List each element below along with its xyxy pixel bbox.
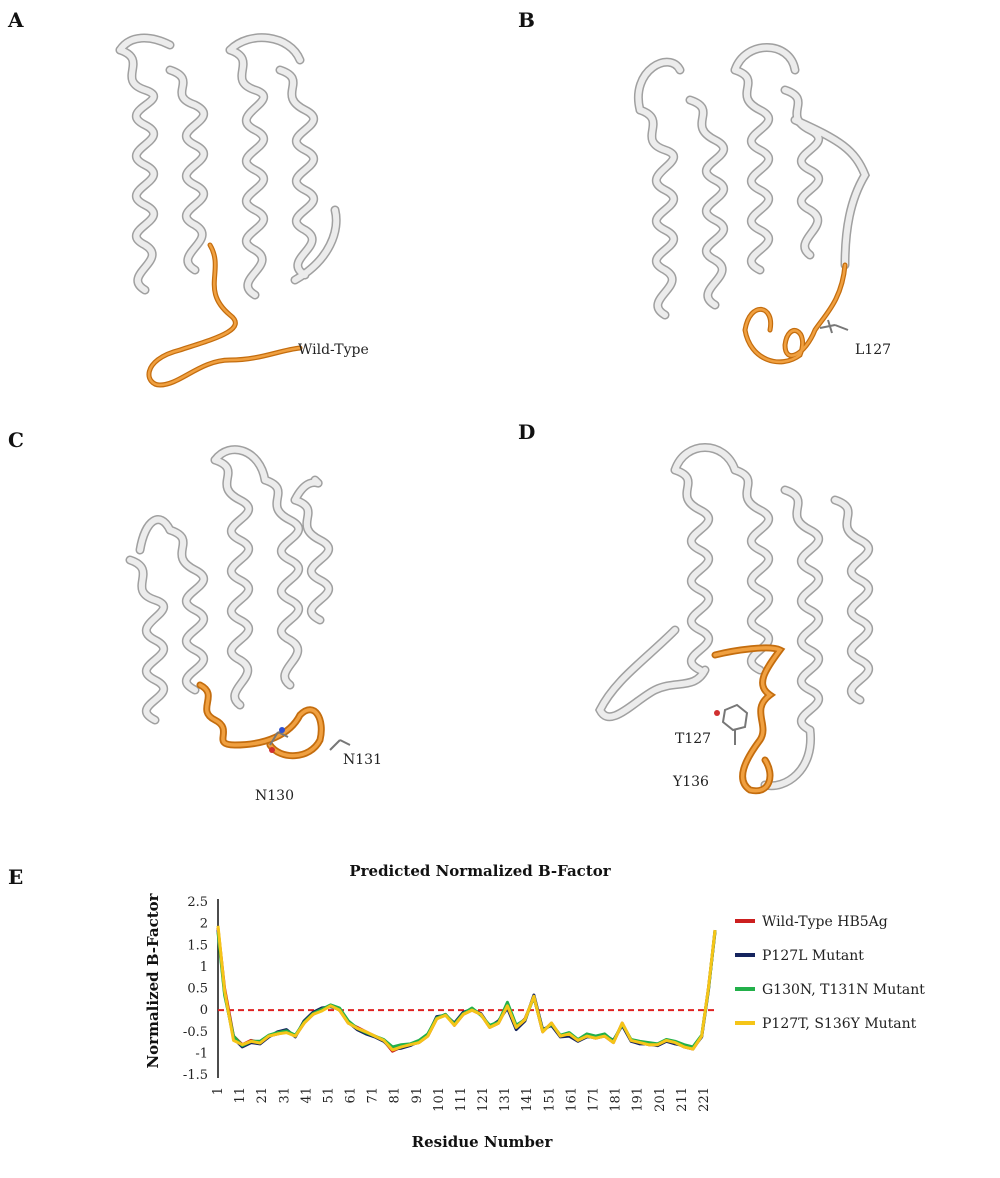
label-t127: T127	[675, 731, 711, 747]
legend-label: Wild-Type HB5Ag	[762, 914, 888, 930]
y-tick-label: 0.5	[187, 982, 208, 997]
label-l127: L127	[855, 342, 891, 358]
panel-d-letter: D	[518, 420, 536, 444]
label-wild-type: Wild-Type	[298, 342, 369, 358]
x-tick-label: 31	[277, 1087, 292, 1104]
x-tick-label: 191	[631, 1087, 646, 1112]
x-tick-label: 131	[498, 1087, 513, 1112]
label-n130: N130	[255, 788, 294, 804]
panel-e-letter: E	[8, 865, 24, 889]
x-tick-label: 81	[388, 1087, 403, 1104]
panel-c-structure: N131 N130	[125, 445, 382, 804]
x-tick-label: 201	[653, 1087, 668, 1112]
panel-c-letter: C	[8, 428, 24, 452]
x-tick-label: 101	[432, 1087, 447, 1112]
x-tick-label: 221	[697, 1087, 712, 1112]
x-tick-label: 61	[344, 1087, 359, 1104]
legend: Wild-Type HB5Ag P127L Mutant G130N, T131N …	[735, 914, 925, 1032]
chart-title: Predicted Normalized B-Factor	[349, 862, 611, 880]
x-tick-label: 211	[675, 1087, 690, 1112]
y-axis-title: Normalized B-Factor	[144, 892, 162, 1068]
legend-label: G130N, T131N Mutant	[762, 982, 925, 998]
y-tick-label: 2	[200, 917, 208, 932]
series-line	[216, 925, 717, 1052]
panel-a-letter: A	[8, 8, 24, 32]
x-tick-label: 51	[321, 1087, 336, 1104]
x-tick-label: 181	[609, 1087, 624, 1112]
y-tick-label: 1.5	[187, 938, 208, 953]
legend-label: P127T, S136Y Mutant	[762, 1016, 917, 1032]
y-tick-label: 2.5	[187, 895, 208, 910]
x-tick-label: 141	[520, 1087, 535, 1112]
x-tick-label: 71	[366, 1087, 381, 1104]
x-axis-title: Residue Number	[412, 1133, 554, 1151]
x-tick-label: 171	[587, 1087, 602, 1112]
y-ticks: 2.5 2 1.5 1 0.5 0 -0.5 -1 -1.5	[183, 895, 208, 1083]
x-tick-label: 161	[564, 1087, 579, 1112]
y-tick-label: 1	[200, 960, 208, 975]
x-tick-label: 1	[211, 1087, 226, 1095]
x-tick-label: 21	[255, 1087, 270, 1104]
series-line	[216, 929, 717, 1051]
label-n131: N131	[343, 752, 382, 768]
y-tick-label: -0.5	[183, 1025, 208, 1040]
panel-d-structure: T127 Y136	[594, 443, 873, 795]
panel-b-letter: B	[518, 8, 535, 32]
y-tick-label: -1.5	[183, 1068, 208, 1083]
series-lines	[216, 925, 717, 1053]
x-ticks: 1 11 21 31 41 51 61 71 81 91 101 111 121 131 141 151 161…	[211, 1087, 712, 1112]
x-tick-label: 121	[476, 1087, 491, 1112]
label-y136: Y136	[672, 774, 709, 790]
panel-b-structure: L127	[633, 43, 891, 365]
series-line	[216, 931, 717, 1049]
b-factor-chart: Normalized B-Factor Residue Number 2.521…	[144, 892, 925, 1151]
y-tick-label: -1	[195, 1046, 208, 1061]
panel-a-structure: Wild-Type	[115, 33, 369, 388]
x-tick-label: 41	[299, 1087, 314, 1104]
x-tick-label: 11	[233, 1087, 248, 1104]
x-tick-label: 151	[542, 1087, 557, 1112]
legend-label: P127L Mutant	[762, 948, 864, 964]
x-tick-label: 91	[410, 1087, 425, 1104]
x-tick-label: 111	[454, 1087, 469, 1112]
y-tick-label: 0	[200, 1003, 208, 1018]
